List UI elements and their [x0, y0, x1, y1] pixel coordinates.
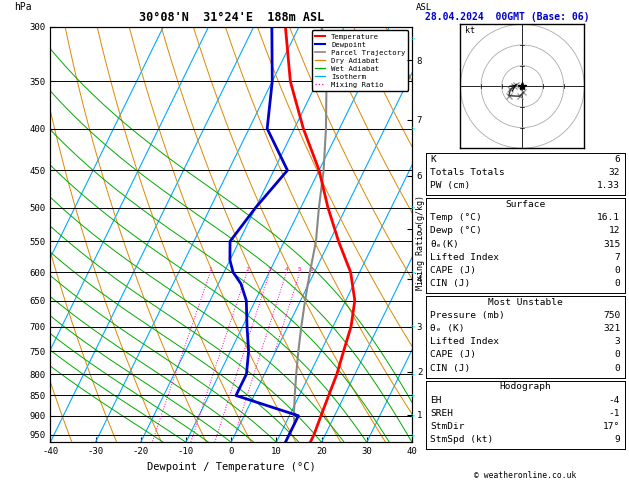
Text: Hodograph: Hodograph	[499, 382, 551, 392]
Legend: Temperature, Dewpoint, Parcel Trajectory, Dry Adiabat, Wet Adiabat, Isotherm, Mi: Temperature, Dewpoint, Parcel Trajectory…	[311, 30, 408, 91]
Text: km
ASL: km ASL	[416, 0, 431, 12]
Text: Surface: Surface	[505, 200, 545, 209]
Text: PW (cm): PW (cm)	[430, 181, 470, 191]
Text: >: >	[409, 35, 415, 41]
Text: 6: 6	[309, 267, 313, 272]
Text: 4: 4	[285, 267, 288, 272]
Text: >: >	[409, 269, 415, 275]
Text: 5: 5	[298, 267, 302, 272]
Text: 12: 12	[609, 226, 620, 236]
X-axis label: Dewpoint / Temperature (°C): Dewpoint / Temperature (°C)	[147, 462, 316, 472]
Text: StmSpd (kt): StmSpd (kt)	[430, 435, 494, 444]
Text: >: >	[409, 205, 415, 210]
Text: K: K	[430, 155, 436, 164]
Text: 1: 1	[208, 267, 212, 272]
Text: 3: 3	[615, 337, 620, 347]
Text: 32: 32	[609, 168, 620, 177]
Text: θₑ (K): θₑ (K)	[430, 324, 465, 333]
Text: 17°: 17°	[603, 422, 620, 431]
Text: Totals Totals: Totals Totals	[430, 168, 505, 177]
Text: 0: 0	[615, 350, 620, 360]
Text: hPa: hPa	[14, 2, 32, 12]
Text: 0: 0	[615, 364, 620, 373]
Text: >: >	[409, 371, 415, 377]
Text: 28.04.2024  00GMT (Base: 06): 28.04.2024 00GMT (Base: 06)	[425, 12, 589, 22]
Text: Lifted Index: Lifted Index	[430, 253, 499, 262]
Text: 9: 9	[615, 435, 620, 444]
Text: 3: 3	[268, 267, 272, 272]
Text: Dewp (°C): Dewp (°C)	[430, 226, 482, 236]
Text: >: >	[409, 125, 415, 132]
Text: -1: -1	[609, 409, 620, 418]
Text: EH: EH	[430, 396, 442, 405]
Text: 16.1: 16.1	[597, 213, 620, 223]
Text: kt: kt	[465, 26, 474, 35]
Text: 0: 0	[615, 279, 620, 288]
Text: 6: 6	[615, 155, 620, 164]
Text: >: >	[409, 324, 415, 330]
Text: 315: 315	[603, 240, 620, 249]
Text: θₑ(K): θₑ(K)	[430, 240, 459, 249]
Text: 750: 750	[603, 311, 620, 320]
Text: Pressure (mb): Pressure (mb)	[430, 311, 505, 320]
Text: CAPE (J): CAPE (J)	[430, 350, 476, 360]
Text: 7: 7	[615, 253, 620, 262]
Text: CIN (J): CIN (J)	[430, 279, 470, 288]
Text: 0: 0	[615, 266, 620, 275]
Text: 1.33: 1.33	[597, 181, 620, 191]
Text: Lifted Index: Lifted Index	[430, 337, 499, 347]
Title: 30°08'N  31°24'E  188m ASL: 30°08'N 31°24'E 188m ASL	[138, 11, 324, 24]
Text: CAPE (J): CAPE (J)	[430, 266, 476, 275]
Text: 321: 321	[603, 324, 620, 333]
Text: >: >	[409, 413, 415, 419]
Text: >: >	[409, 432, 415, 438]
Text: StmDir: StmDir	[430, 422, 465, 431]
Text: Temp (°C): Temp (°C)	[430, 213, 482, 223]
Text: CIN (J): CIN (J)	[430, 364, 470, 373]
Text: 2: 2	[245, 267, 249, 272]
Text: Mixing Ratio (g/kg): Mixing Ratio (g/kg)	[416, 195, 425, 291]
Text: SREH: SREH	[430, 409, 454, 418]
Text: © weatheronline.co.uk: © weatheronline.co.uk	[474, 471, 576, 480]
Text: Most Unstable: Most Unstable	[488, 298, 562, 307]
Text: -4: -4	[609, 396, 620, 405]
Text: >: >	[409, 393, 415, 399]
